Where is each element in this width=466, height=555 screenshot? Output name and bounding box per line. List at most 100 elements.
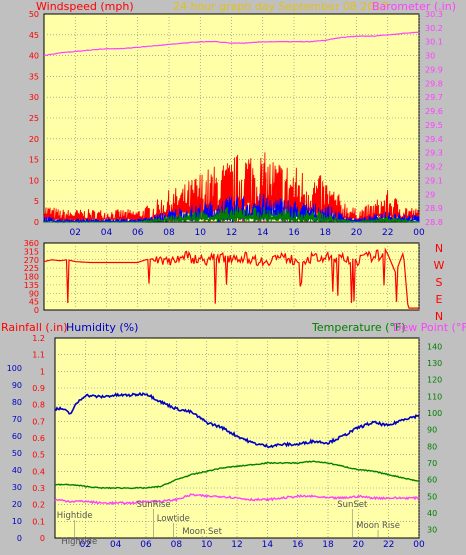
compass-label: S [436,276,443,289]
humidity-tick-label: 100 [7,364,22,373]
barometer-label: Barometer (.in) [372,0,456,13]
rain-tick-label: 1 [40,367,45,376]
temp-tick-label: 100 [427,409,442,418]
y-tick-label: 20 [29,135,39,144]
y2-tick-label: 30 [425,52,435,61]
x-tick-label: 22 [383,540,394,550]
temp-tick-label: 70 [427,459,437,468]
y-tick-label: 50 [29,10,39,19]
x-tick-label: 02 [80,540,91,550]
windspeed-label: Windspeed (mph) [36,0,134,13]
y-tick-label: 0 [34,306,39,315]
x-tick-label: 00 [413,540,425,550]
rain-hum-temp-series [54,391,420,505]
rainfall-label: Rainfall (.in) [1,321,68,334]
y2-tick-label: 28.9 [425,204,443,213]
rain-tick-label: 0.7 [32,417,45,426]
y2-tick-label: 30.1 [425,38,443,47]
wind-series-line-2 [44,205,419,224]
rain-tick-label: 0.8 [32,401,45,410]
dewpoint-line [54,493,420,505]
humidity-tick-label: 40 [12,466,22,475]
y2-tick-label: 29.1 [425,176,443,185]
x-tick-label: 02 [70,228,81,238]
y-tick-label: 360 [24,239,39,248]
y2-tick-label: 29.3 [425,149,443,158]
y-tick-label: 315 [24,247,39,256]
annotation-label: Moon Rise [356,521,400,531]
y-tick-label: 90 [29,289,39,298]
x-tick-label: 14 [257,228,269,238]
rain-tick-label: 0 [40,534,45,543]
temp-tick-label: 80 [427,442,437,451]
x-tick-label: 20 [351,228,363,238]
wind-baro-axes: 02 04 06 08 10 12 14 16 18 20 22 000510152025303540… [29,10,443,238]
barometer-line [43,31,420,57]
rain-tick-label: 0.4 [32,467,45,476]
annotation-label: SunSet [337,500,368,510]
temp-tick-label: 140 [427,342,442,351]
x-tick-label: 04 [110,540,122,550]
y-tick-label: 135 [24,281,39,290]
annotation-label: Lowtide [157,514,190,524]
rain-tick-label: 1.2 [32,334,45,343]
humidity-tick-label: 80 [12,398,22,407]
annotation-label: Hightide [61,537,97,547]
direction-grid [44,243,420,310]
humidity-line [54,391,420,449]
x-tick-label: 14 [262,540,274,550]
rain-tick-label: 0.9 [32,384,45,393]
dewpoint-label: Dew Point (°F) [393,321,466,334]
wind-baro-series [43,31,420,224]
compass-label: E [436,293,443,306]
compass-label: N [435,242,443,255]
y-tick-label: 15 [29,156,39,165]
temp-tick-label: 130 [427,359,442,368]
y-tick-label: 225 [24,264,39,273]
y-tick-label: 25 [29,114,39,123]
x-tick-label: 04 [101,228,113,238]
graph-title: 24 hour graph day September 08 2017 [173,0,388,13]
y2-tick-label: 29.5 [425,121,443,130]
y2-tick-label: 30.3 [425,10,443,19]
humidity-tick-label: 20 [12,500,22,509]
y2-tick-label: 29.8 [425,79,443,88]
x-tick-label: 08 [163,228,175,238]
y2-tick-label: 29.7 [425,93,443,102]
x-tick-label: 18 [322,540,334,550]
temp-tick-label: 50 [427,492,437,501]
y2-tick-label: 29.2 [425,163,443,172]
humidity-tick-label: 70 [12,415,22,424]
x-tick-label: 10 [195,228,207,238]
rain-tick-label: 0.1 [32,517,45,526]
wind-series-line-0 [43,152,420,223]
humidity-tick-label: 30 [12,483,22,492]
temperature-line [54,460,420,490]
humidity-tick-label: 90 [12,381,22,390]
y2-tick-label: 29.4 [425,135,443,144]
compass-label: W [434,259,445,272]
humidity-label: Humidity (%) [66,321,138,334]
humidity-tick-label: 50 [12,449,22,458]
y2-tick-label: 29 [425,190,435,199]
x-tick-label: 20 [353,540,365,550]
temp-tick-label: 40 [427,509,437,518]
y-tick-label: 35 [29,72,39,81]
x-tick-label: 22 [382,228,393,238]
rain-tick-label: 0.5 [32,451,45,460]
rain-hum-temp-grid [55,338,420,538]
x-tick-label: 16 [292,540,304,550]
x-tick-label: 12 [231,540,242,550]
rain-tick-label: 0.6 [32,434,45,443]
y2-tick-label: 30.2 [425,24,443,33]
humidity-tick-label: 10 [12,517,22,526]
y-tick-label: 40 [29,52,39,61]
y2-tick-label: 28.8 [425,218,443,227]
rain-tick-label: 1.1 [32,351,45,360]
y2-tick-label: 29.9 [425,65,443,74]
temp-tick-label: 90 [427,426,437,435]
y2-tick-label: 29.6 [425,107,443,116]
y-tick-label: 45 [29,298,39,307]
